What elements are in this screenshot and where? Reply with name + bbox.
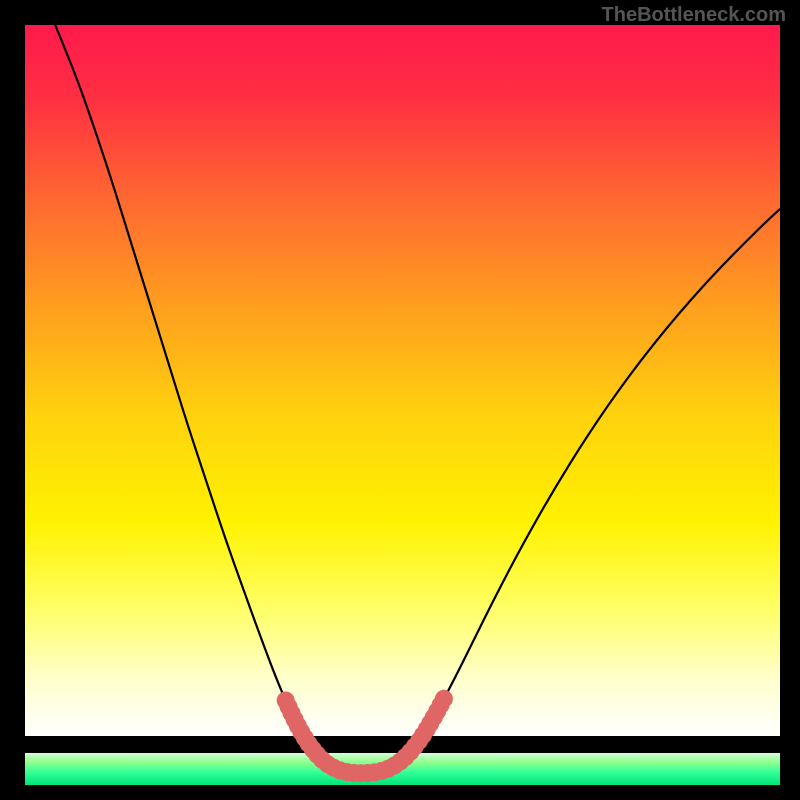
plot-area — [25, 25, 780, 785]
watermark-text: TheBottleneck.com — [602, 4, 786, 27]
marker-dots — [25, 25, 780, 785]
marker-dot — [435, 690, 453, 708]
